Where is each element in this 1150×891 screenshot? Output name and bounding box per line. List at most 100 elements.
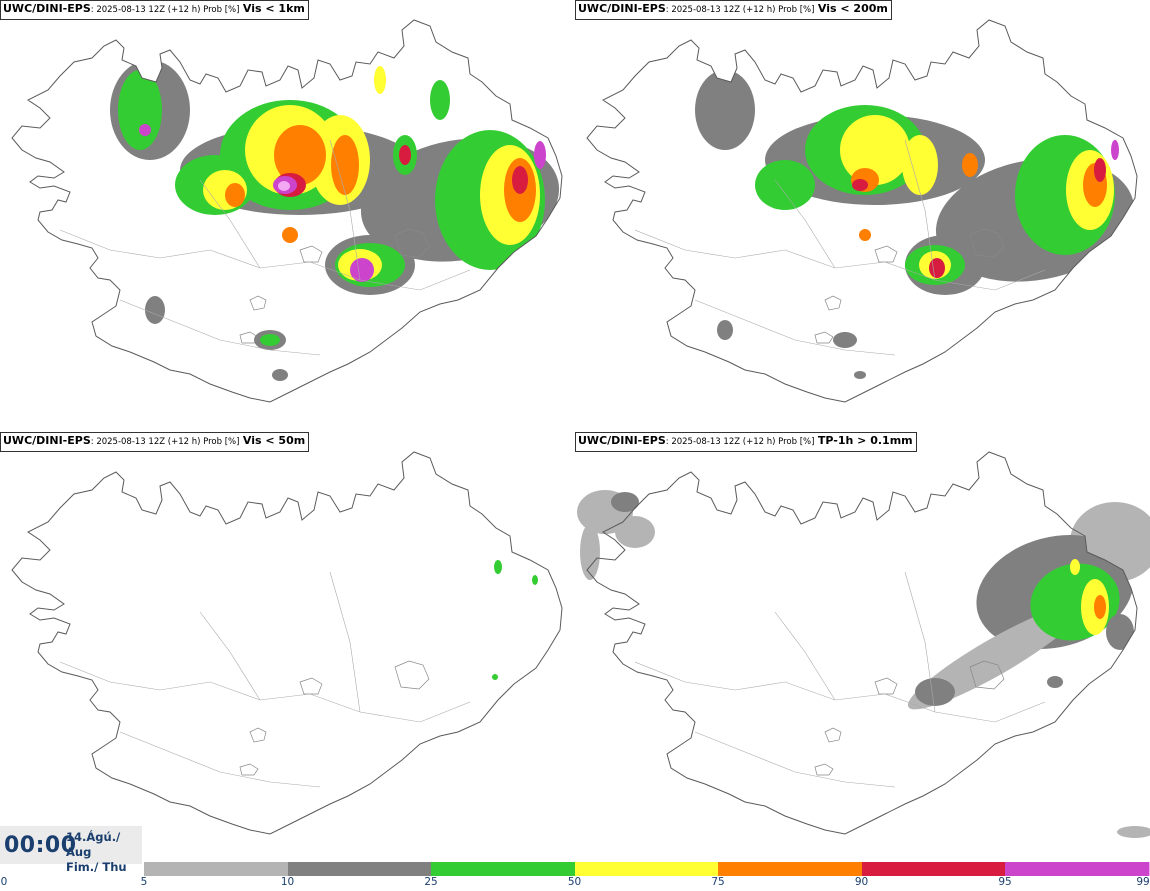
legend-swatch [1148,862,1150,876]
legend-tick-label: 99 [1136,876,1150,888]
contour-line [634,139,1046,356]
prob-area [854,371,866,379]
prob-area [1047,676,1063,688]
prob-area [695,70,755,150]
prob-area [260,334,280,346]
prob-area [962,153,978,177]
prob-area [272,369,288,381]
prob-area [145,296,165,324]
panel-model: UWC/DINI-EPS [3,434,91,447]
lake-outline [239,331,259,344]
panel-meta: : 2025-08-13 12Z (+12 h) Prob [%] [665,5,815,15]
lake-outline [969,228,1005,258]
contour-line [634,571,1046,788]
panel-meta: : 2025-08-13 12Z (+12 h) Prob [%] [90,437,240,447]
prob-area [282,227,298,243]
prob-area [852,179,868,191]
lake-outline [874,245,898,263]
legend-tick-label: 25 [424,876,438,888]
prob-area [532,575,538,585]
contour-line [59,571,471,788]
coastline [586,451,1138,835]
panel-variable: Vis < 50m [242,434,306,447]
legend-swatch [861,862,1005,876]
probability-map [586,19,1138,403]
panel-model: UWC/DINI-EPS [3,2,91,15]
prob-fill-layer [615,516,1134,710]
prob-area [611,492,639,512]
lake-outline [824,295,842,311]
legend-swatch [431,862,575,876]
prob-area [907,604,1083,710]
panel-title: UWC/DINI-EPS: 2025-08-13 12Z (+12 h) Pro… [0,432,310,452]
probability-map [11,19,563,403]
prob-area [1117,826,1150,838]
legend-swatch [287,862,431,876]
legend-tick-label: 95 [998,876,1012,888]
prob-area [833,332,857,348]
panel-title: UWC/DINI-EPS: 2025-08-13 12Z (+12 h) Pro… [575,0,892,20]
legend-tick-label: 0 [0,876,8,888]
legend-swatch [574,862,718,876]
legend-tick-label: 5 [140,876,148,888]
prob-area [615,516,655,548]
prob-area [225,183,245,207]
panel-variable: TP-1h > 0.1mm [817,434,913,447]
legend-swatch [144,862,288,876]
color-legend: 0 5 10 25 50 75 90 95 99 [0,862,1150,891]
lake-outline [394,228,430,258]
prob-area [534,141,546,169]
panel-variable: Vis < 200m [817,2,888,15]
map-panel-tp-1h: UWC/DINI-EPS: 2025-08-13 12Z (+12 h) Pro… [575,432,1150,862]
map-panel-vis-200m: UWC/DINI-EPS: 2025-08-13 12Z (+12 h) Pro… [575,0,1150,430]
valid-date: 14.Ágú./ Aug Fim./ Thu [66,830,142,875]
lake-outline [299,677,323,695]
valid-time-box: 00:00 14.Ágú./ Aug Fim./ Thu [0,826,142,874]
panel-title: UWC/DINI-EPS: 2025-08-13 12Z (+12 h) Pro… [0,0,309,20]
panel-model: UWC/DINI-EPS [578,434,666,447]
prob-area [859,229,871,241]
valid-time: 00:00 [4,833,77,858]
valid-date-line2: Fim./ Thu [66,860,127,874]
legend-swatch [718,862,862,876]
prob-area [902,135,938,195]
map-panel-vis-50m: UWC/DINI-EPS: 2025-08-13 12Z (+12 h) Pro… [0,432,575,862]
contour-line [59,139,471,356]
prob-fill-layer [110,60,560,381]
lake-outline [239,763,259,776]
prob-area [1094,158,1106,182]
prob-area [492,674,498,680]
coastline [586,19,1138,403]
prob-area [755,160,815,210]
prob-fill-layer [492,560,538,680]
coastline [11,19,563,403]
prob-area [717,320,733,340]
prob-area [374,66,386,94]
legend-tick-label: 75 [711,876,725,888]
prob-area [494,560,502,574]
lake-outline [249,295,267,311]
legend-tick-label: 10 [280,876,295,888]
lake-outline [969,660,1005,690]
prob-area [580,524,600,580]
prob-area [139,124,151,136]
prob-area [274,125,326,185]
legend-swatch [1005,862,1149,876]
prob-area [278,181,290,191]
panel-title: UWC/DINI-EPS: 2025-08-13 12Z (+12 h) Pro… [575,432,917,452]
panel-model: UWC/DINI-EPS [578,2,666,15]
coastline [11,451,563,835]
legend-tick-label: 50 [567,876,582,888]
prob-area [929,258,945,278]
valid-date-line1: 14.Ágú./ Aug [66,830,121,859]
legend-tick-label: 90 [854,876,869,888]
lake-outline [874,677,898,695]
panel-meta: : 2025-08-13 12Z (+12 h) Prob [%] [665,437,815,447]
lake-outline [824,727,842,743]
probability-map [577,451,1150,838]
prob-area [430,80,450,120]
panel-meta: : 2025-08-13 12Z (+12 h) Prob [%] [90,5,240,15]
prob-area [840,115,910,185]
probability-map [11,451,563,835]
prob-area [1094,595,1106,619]
